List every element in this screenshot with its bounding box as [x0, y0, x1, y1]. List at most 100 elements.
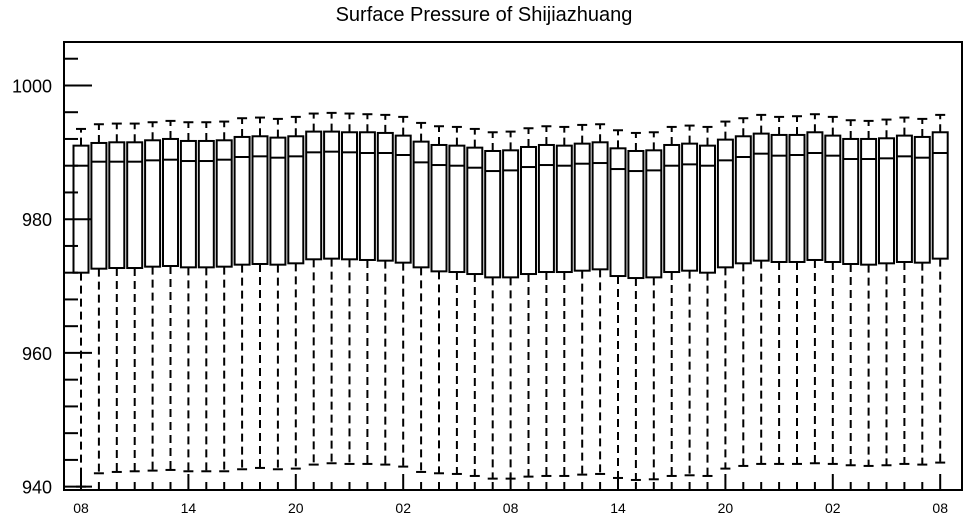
box-iqr — [376, 131, 394, 262]
box-iqr — [179, 139, 197, 269]
box-22 — [448, 125, 466, 475]
box-iqr — [681, 142, 699, 272]
box-6 — [162, 119, 179, 471]
y-tick-label: 940 — [22, 478, 52, 498]
box-42 — [806, 113, 824, 465]
box-iqr — [573, 142, 591, 272]
box-iqr — [913, 135, 931, 264]
box-iqr — [269, 136, 287, 266]
box-iqr — [251, 135, 269, 265]
box-8 — [197, 121, 215, 473]
box-10 — [233, 117, 251, 471]
box-3 — [108, 122, 126, 473]
box-iqr — [72, 144, 90, 274]
y-axis: 940 960 980 1000 — [12, 57, 92, 498]
box-iqr — [663, 143, 681, 274]
box-46 — [878, 118, 895, 467]
chart-title: Surface Pressure of Shijiazhuang — [335, 4, 633, 26]
box-28 — [555, 125, 573, 477]
box-iqr — [591, 141, 609, 271]
box-iqr — [752, 132, 770, 262]
y-tick-label: 960 — [22, 344, 52, 364]
box-iqr — [520, 145, 537, 276]
box-iqr — [305, 130, 323, 261]
box-23 — [466, 127, 484, 477]
x-tick-label: 08 — [73, 500, 89, 516]
box-iqr — [448, 144, 466, 274]
box-1 — [72, 127, 90, 488]
box-iqr — [860, 137, 878, 266]
box-33 — [645, 131, 663, 481]
box-15 — [323, 111, 341, 465]
box-11 — [251, 116, 269, 469]
box-iqr — [931, 131, 949, 260]
box-iqr — [878, 137, 895, 265]
box-7 — [179, 121, 197, 473]
box-34 — [663, 125, 681, 477]
box-iqr — [126, 141, 144, 270]
box-iqr — [824, 134, 842, 263]
box-16 — [341, 112, 358, 465]
box-iqr — [466, 146, 484, 276]
box-32 — [627, 131, 645, 481]
box-17 — [358, 113, 376, 465]
box-37 — [716, 120, 734, 470]
box-39 — [752, 113, 770, 465]
x-tick-label: 20 — [288, 500, 304, 516]
box-iqr — [394, 134, 412, 264]
box-iqr — [770, 133, 788, 263]
box-43 — [824, 115, 842, 465]
box-21 — [430, 125, 448, 475]
box-5 — [144, 121, 162, 472]
x-tick-label: 02 — [825, 500, 841, 516]
box-iqr — [144, 139, 162, 268]
box-31 — [609, 129, 627, 479]
box-iqr — [842, 137, 860, 265]
box-9 — [215, 120, 233, 473]
box-layer — [72, 111, 949, 488]
box-iqr — [233, 135, 251, 266]
box-iqr — [555, 144, 573, 274]
box-iqr — [108, 141, 126, 270]
box-iqr — [430, 143, 448, 273]
box-35 — [681, 124, 699, 477]
box-40 — [770, 115, 788, 465]
box-iqr — [716, 138, 734, 269]
box-49 — [931, 113, 949, 464]
box-iqr — [162, 137, 179, 268]
box-13 — [287, 115, 305, 470]
box-iqr — [484, 149, 502, 279]
box-27 — [537, 125, 555, 477]
box-20 — [412, 121, 430, 473]
box-iqr — [90, 141, 108, 270]
box-26 — [520, 127, 537, 478]
box-iqr — [627, 149, 645, 280]
box-24 — [484, 131, 502, 480]
x-tick-label: 08 — [503, 500, 519, 516]
box-iqr — [895, 134, 913, 263]
box-iqr — [609, 147, 627, 278]
box-29 — [573, 123, 591, 476]
box-25 — [502, 130, 520, 480]
box-iqr — [806, 131, 824, 261]
box-44 — [842, 119, 860, 467]
box-iqr — [215, 139, 233, 268]
box-iqr — [323, 130, 341, 260]
box-iqr — [699, 144, 716, 274]
box-36 — [699, 125, 716, 477]
x-tick-label: 20 — [718, 500, 734, 516]
box-iqr — [341, 131, 358, 261]
x-axis: 08 14 20 02 08 14 20 02 08 — [73, 474, 948, 516]
box-38 — [734, 117, 752, 467]
box-iqr — [287, 135, 305, 265]
plot-frame — [63, 41, 963, 491]
box-iqr — [412, 140, 430, 269]
x-tick-label: 08 — [932, 500, 948, 516]
box-iqr — [645, 149, 663, 279]
box-4 — [126, 122, 144, 473]
box-30 — [591, 123, 609, 475]
box-45 — [860, 119, 878, 467]
box-12 — [269, 117, 287, 471]
y-tick-label: 1000 — [12, 76, 52, 96]
